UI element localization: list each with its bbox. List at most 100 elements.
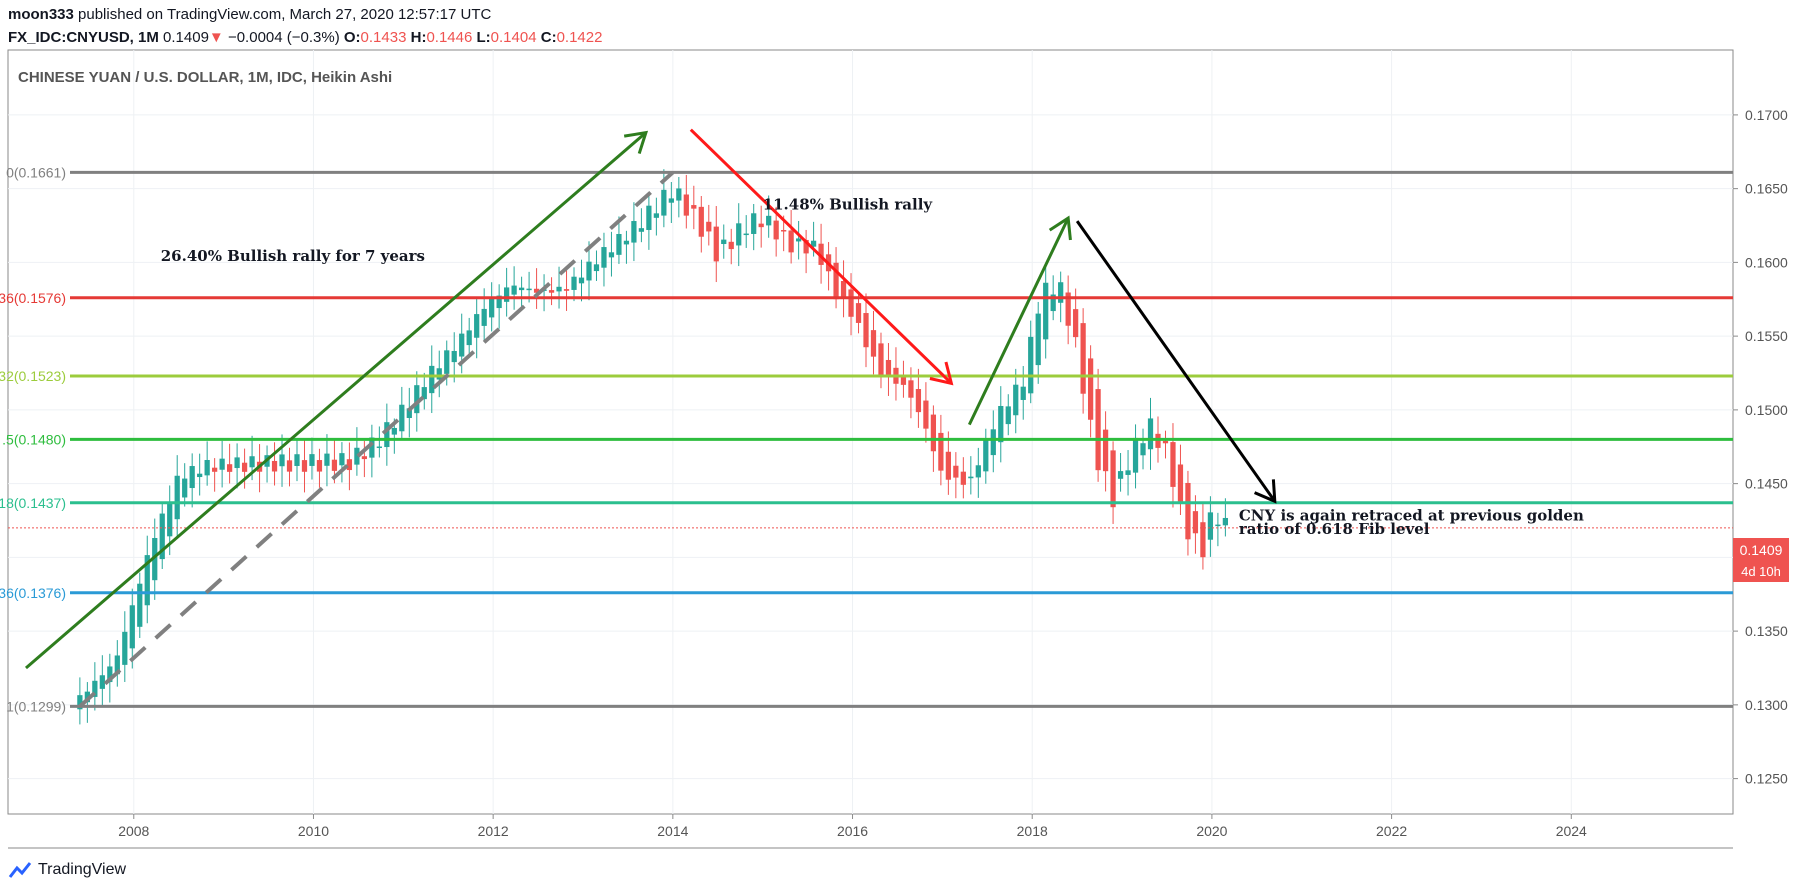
candle-body: [249, 456, 255, 468]
candle-body: [960, 471, 966, 485]
last-price: 0.1409: [163, 29, 209, 46]
fib-level-label: 18(0.1437): [0, 495, 66, 511]
candle-body: [773, 220, 779, 240]
y-tick-label: 0.1300: [1745, 697, 1788, 713]
author-name[interactable]: moon333: [8, 6, 74, 23]
candle-body: [818, 243, 824, 265]
close-value: 0.1422: [556, 29, 603, 46]
fib-level-label: 0(0.1661): [6, 164, 66, 180]
candle-body: [968, 476, 974, 479]
candle-body: [122, 631, 128, 665]
candle-body: [878, 343, 884, 377]
candle-body: [781, 230, 787, 232]
x-tick-label: 2014: [657, 823, 688, 839]
candle-body: [721, 239, 727, 245]
candle-body: [489, 298, 495, 318]
candle-body: [1117, 471, 1124, 479]
candle-body: [197, 473, 203, 478]
y-tick-label: 0.1500: [1745, 402, 1788, 418]
candle-body: [736, 223, 742, 246]
candle-body: [698, 206, 704, 237]
candle-body: [481, 308, 487, 326]
chart-title: CHINESE YUAN / U.S. DOLLAR, 1M, IDC, Hei…: [18, 69, 392, 86]
header-line-1: moon333 published on TradingView.com, Ma…: [8, 6, 491, 23]
candle-body: [683, 194, 689, 216]
candle-body: [129, 605, 135, 649]
candle-body: [1125, 470, 1131, 475]
candle-body: [286, 460, 293, 472]
low-value: 0.1404: [490, 29, 537, 46]
fib-level-label: 36(0.1376): [0, 585, 66, 601]
x-tick-label: 2024: [1556, 823, 1587, 839]
arrow-line: [1075, 220, 1277, 503]
candle-body: [796, 238, 802, 242]
y-tick-label: 0.1550: [1745, 328, 1788, 344]
candle-body: [833, 262, 839, 300]
annotation-text: 26.40% Bullish rally for 7 years: [161, 247, 425, 265]
candle-body: [1080, 323, 1086, 394]
candle-body: [601, 247, 607, 268]
current-price-label: 0.1409: [1740, 542, 1783, 558]
candle-body: [189, 466, 195, 489]
candle-body: [908, 380, 914, 398]
candle-body: [159, 513, 165, 560]
candle-body: [182, 478, 188, 498]
candle-body: [518, 287, 525, 291]
candle-body: [316, 460, 323, 472]
candle-body: [1058, 282, 1064, 303]
arrow-line: [24, 131, 647, 670]
fib-level-label: 36(0.1576): [0, 290, 66, 306]
candle-body: [324, 453, 330, 466]
candle-body: [713, 226, 719, 262]
candle-body: [1222, 517, 1229, 526]
low-label: L:: [476, 29, 491, 46]
candle-body: [1028, 336, 1034, 394]
candle-body: [241, 462, 248, 472]
arrow-line: [689, 128, 953, 385]
candle-body: [548, 290, 555, 293]
candle-body: [526, 288, 532, 291]
y-tick-label: 0.1650: [1745, 181, 1788, 197]
candle-body: [271, 460, 278, 472]
candle-body: [459, 333, 465, 357]
candle-body: [945, 451, 951, 480]
candle-body: [301, 460, 308, 472]
arrow-line: [967, 217, 1070, 426]
candle-body: [646, 205, 652, 230]
x-tick-label: 2022: [1376, 823, 1407, 839]
candle-body: [1170, 442, 1176, 487]
candle-body: [608, 252, 615, 258]
candle-body: [504, 287, 510, 302]
candle-body: [137, 583, 143, 627]
candle-body: [593, 264, 600, 272]
tradingview-footer[interactable]: TradingView: [8, 860, 126, 880]
candle-body: [167, 502, 173, 537]
candle-body: [406, 408, 412, 419]
candle-body: [915, 389, 922, 413]
candle-body: [803, 239, 809, 254]
candle-body: [661, 189, 667, 216]
candle-body: [616, 233, 622, 255]
open-value: 0.1433: [360, 29, 407, 46]
candle-body: [938, 432, 944, 471]
plot-frame: [7, 49, 1734, 815]
candle-body: [309, 454, 315, 466]
tradingview-logo-icon: [8, 862, 32, 878]
candle-body: [758, 223, 764, 228]
candle-body: [436, 368, 442, 380]
open-label: O:: [343, 29, 361, 46]
candle-body: [354, 447, 360, 465]
candle-body: [1207, 512, 1214, 540]
x-tick-label: 2008: [118, 823, 149, 839]
candle-body: [152, 537, 158, 581]
candle-body: [691, 205, 697, 209]
candle-body: [226, 464, 233, 472]
candle-body: [421, 387, 427, 400]
candle-body: [92, 680, 98, 697]
candle-body: [346, 459, 353, 471]
dashed-trendline: [78, 170, 675, 708]
candle-body: [668, 198, 674, 203]
annotation-text: 11.48% Bullish rally: [763, 195, 934, 213]
fib-level-label: 1(0.1299): [6, 698, 66, 714]
